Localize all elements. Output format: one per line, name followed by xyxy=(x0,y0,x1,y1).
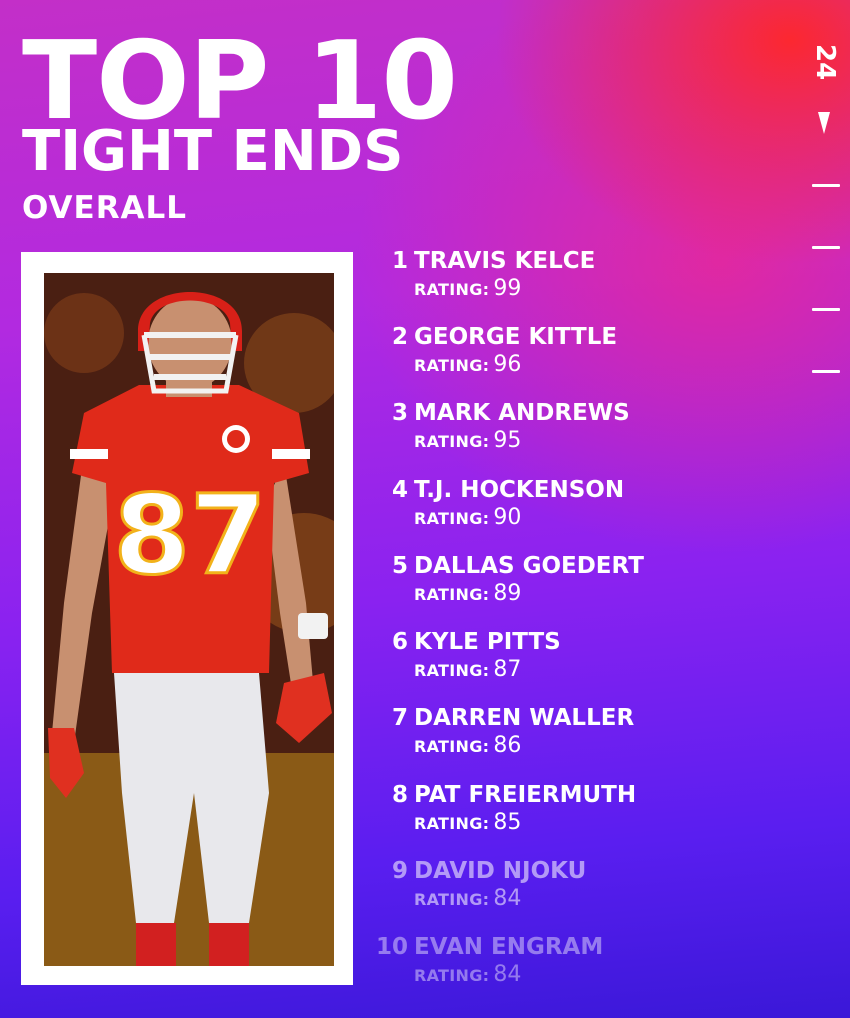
rating-label: RATING: xyxy=(414,737,490,756)
rank-number: 4 xyxy=(391,477,408,503)
player-name: DARREN WALLER xyxy=(414,705,635,731)
rating-label: RATING: xyxy=(414,661,490,680)
rating-label: RATING: xyxy=(414,280,490,299)
rank-number: 5 xyxy=(391,553,408,579)
player-rating: RATING: 96 xyxy=(414,352,521,379)
rating-value: 84 xyxy=(493,886,522,911)
rating-value: 84 xyxy=(493,962,522,987)
progress-tick-4 xyxy=(812,370,840,373)
rating-value: 90 xyxy=(493,505,522,530)
arrow-down-icon xyxy=(818,112,830,134)
rank-number: 10 xyxy=(375,934,408,960)
player-rating: RATING: 87 xyxy=(414,657,521,684)
player-rating: RATING: 89 xyxy=(414,581,521,608)
player-rating: RATING: 84 xyxy=(414,962,521,989)
rating-label: RATING: xyxy=(414,509,490,528)
year-label: 24 xyxy=(810,44,840,81)
rating-value: 87 xyxy=(493,657,522,682)
rating-label: RATING: xyxy=(414,432,490,451)
progress-tick-1 xyxy=(812,184,840,187)
rank-number: 7 xyxy=(391,705,408,731)
player-rating: RATING: 85 xyxy=(414,810,521,837)
player-name: GEORGE KITTLE xyxy=(414,324,618,350)
subtitle-overall: OVERALL xyxy=(22,190,188,226)
rating-value: 89 xyxy=(493,581,522,606)
player-name: PAT FREIERMUTH xyxy=(414,782,637,808)
player-rating: RATING: 99 xyxy=(414,276,521,303)
jersey-number: 87 xyxy=(113,471,266,599)
rank-number: 2 xyxy=(391,324,408,350)
rank-number: 1 xyxy=(391,248,408,274)
player-name: DAVID NJOKU xyxy=(414,858,587,884)
rank-number: 9 xyxy=(391,858,408,884)
rank-number: 6 xyxy=(391,629,408,655)
player-rating: RATING: 84 xyxy=(414,886,521,913)
rating-label: RATING: xyxy=(414,356,490,375)
rank-number: 8 xyxy=(391,782,408,808)
rating-value: 85 xyxy=(493,810,522,835)
rating-value: 86 xyxy=(493,733,522,758)
rating-label: RATING: xyxy=(414,585,490,604)
title-top-10: TOP 10 xyxy=(22,19,458,144)
rating-label: RATING: xyxy=(414,890,490,909)
title-tight-ends: TIGHT ENDS xyxy=(22,119,404,184)
rating-value: 95 xyxy=(493,428,522,453)
player-rating: RATING: 86 xyxy=(414,733,521,760)
rank-number: 3 xyxy=(391,400,408,426)
rating-label: RATING: xyxy=(414,814,490,833)
player-name: KYLE PITTS xyxy=(414,629,561,655)
rating-label: RATING: xyxy=(414,966,490,985)
player-photo: 87 xyxy=(44,273,334,966)
player-name: TRAVIS KELCE xyxy=(414,248,596,274)
player-rating: RATING: 90 xyxy=(414,505,521,532)
player-name: MARK ANDREWS xyxy=(414,400,630,426)
player-name: DALLAS GOEDERT xyxy=(414,553,644,579)
football-player-icon: 87 xyxy=(44,273,334,966)
progress-tick-3 xyxy=(812,308,840,311)
player-name: T.J. HOCKENSON xyxy=(414,477,625,503)
rating-value: 99 xyxy=(493,276,522,301)
player-name: EVAN ENGRAM xyxy=(414,934,604,960)
progress-tick-2 xyxy=(812,246,840,249)
player-rating: RATING: 95 xyxy=(414,428,521,455)
rating-value: 96 xyxy=(493,352,522,377)
